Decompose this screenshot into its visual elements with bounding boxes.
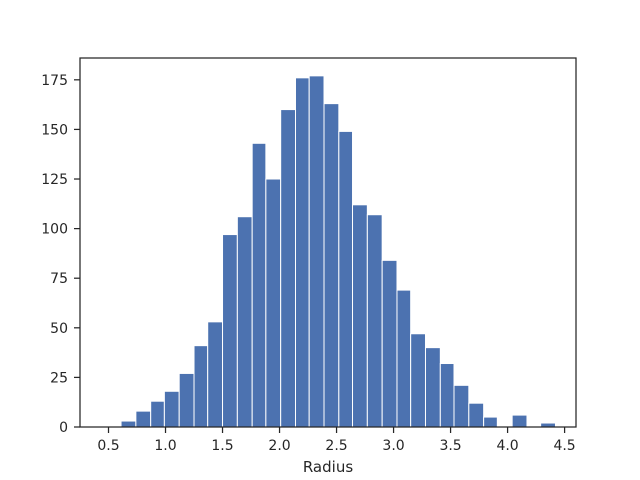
histogram-bar-1 [135, 410, 152, 428]
x-axis-label: Radius [303, 458, 353, 476]
histogram-bar-12 [295, 77, 310, 428]
histogram-bar-15 [338, 130, 354, 428]
histogram-bar-4 [178, 372, 195, 428]
y-tick-label: 125 [41, 172, 68, 188]
histogram-bar-10 [265, 178, 282, 428]
histogram-bar-21 [424, 347, 441, 428]
histogram-bar-22 [439, 363, 455, 428]
histogram-bar-19 [396, 289, 412, 428]
histogram-bar-2 [150, 400, 165, 428]
y-tick-label: 75 [50, 271, 68, 287]
histogram-bar-3 [163, 390, 180, 428]
y-axis: 0 25 50 75 100 125 150 175 [41, 73, 80, 436]
histogram-bar-20 [410, 333, 426, 428]
y-tick-label: 100 [41, 222, 68, 238]
histogram-bar-18 [381, 259, 398, 428]
histogram-bar-24 [468, 402, 485, 428]
histogram-bar-13 [308, 75, 325, 428]
x-tick-label: 1.0 [154, 438, 176, 454]
histogram-bar-25 [483, 416, 498, 428]
x-tick-label: 3.5 [439, 438, 461, 454]
y-tick-label: 150 [41, 122, 68, 138]
histogram-bar-23 [453, 384, 470, 428]
histogram-bar-8 [236, 216, 253, 428]
x-tick-label: 0.5 [97, 438, 119, 454]
histogram-bar-6 [207, 321, 224, 428]
x-tick-label: 3.0 [382, 438, 404, 454]
histogram-bar-17 [366, 214, 383, 428]
x-tick-label: 4.5 [553, 438, 575, 454]
x-tick-label: 4.0 [496, 438, 518, 454]
histogram-bar-7 [222, 234, 238, 428]
x-tick-label: 2.0 [268, 438, 290, 454]
histogram-bar-27 [511, 414, 528, 428]
plot-area-frame [79, 57, 577, 428]
histogram-bar-14 [323, 103, 340, 428]
y-tick-label: 50 [50, 321, 68, 337]
histogram-bar-9 [251, 142, 267, 428]
histogram-bar-0 [120, 420, 137, 428]
x-tick-label: 1.5 [211, 438, 233, 454]
histogram-bar-16 [352, 204, 368, 428]
x-axis: 0.5 1.0 1.5 2.0 2.5 3.0 3.5 4.0 4.5 [97, 427, 576, 454]
histogram-bar-11 [280, 109, 297, 428]
x-tick-label: 2.5 [325, 438, 347, 454]
bars-group [120, 75, 556, 428]
histogram-bar-5 [193, 345, 209, 428]
y-tick-label: 25 [50, 370, 68, 386]
y-tick-label: 0 [59, 420, 68, 436]
y-tick-label: 175 [41, 73, 68, 89]
